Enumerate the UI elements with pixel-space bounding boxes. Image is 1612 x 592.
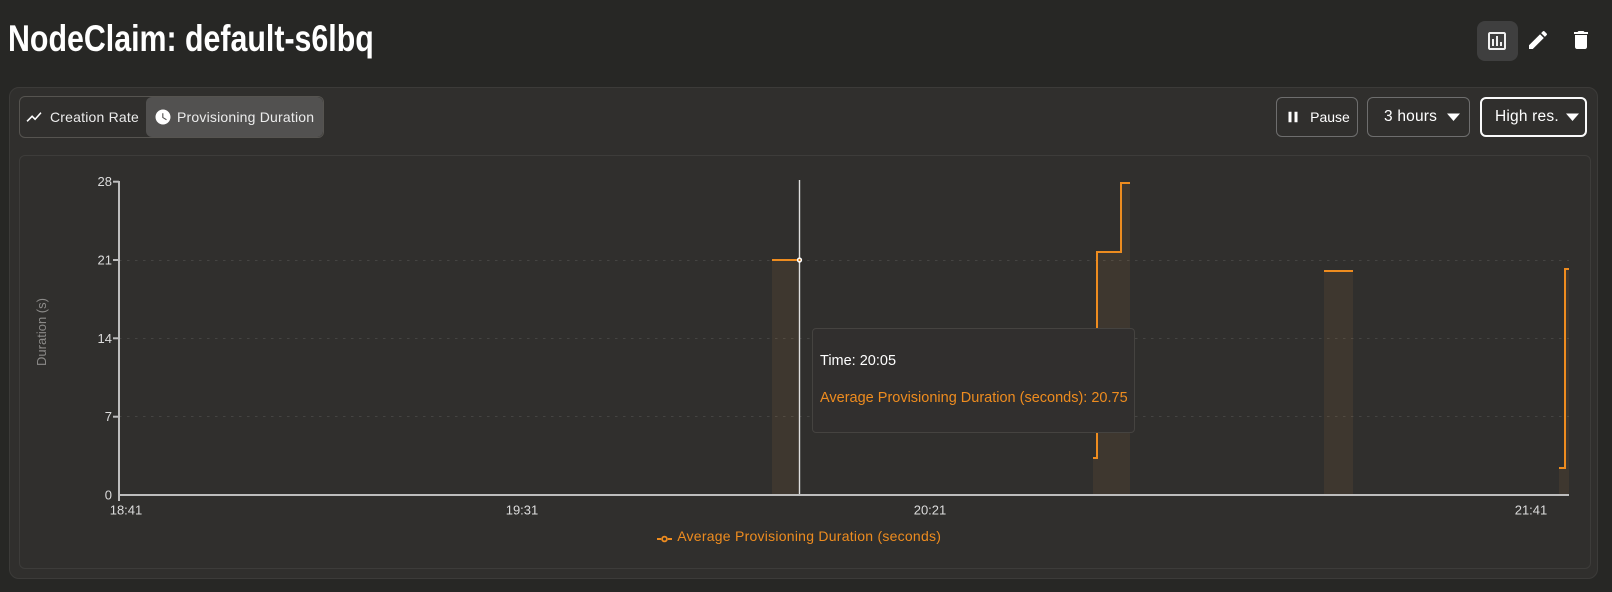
svg-text:18:41: 18:41 — [110, 503, 143, 518]
svg-text:20:21: 20:21 — [914, 503, 947, 518]
svg-text:19:31: 19:31 — [506, 503, 539, 518]
svg-text:21:41: 21:41 — [1515, 503, 1548, 518]
svg-text:7: 7 — [105, 409, 112, 424]
svg-text:14: 14 — [98, 331, 112, 346]
svg-text:28: 28 — [98, 174, 112, 189]
svg-text:21: 21 — [98, 253, 112, 268]
svg-text:0: 0 — [105, 488, 112, 503]
svg-text:Duration (s): Duration (s) — [34, 298, 49, 366]
